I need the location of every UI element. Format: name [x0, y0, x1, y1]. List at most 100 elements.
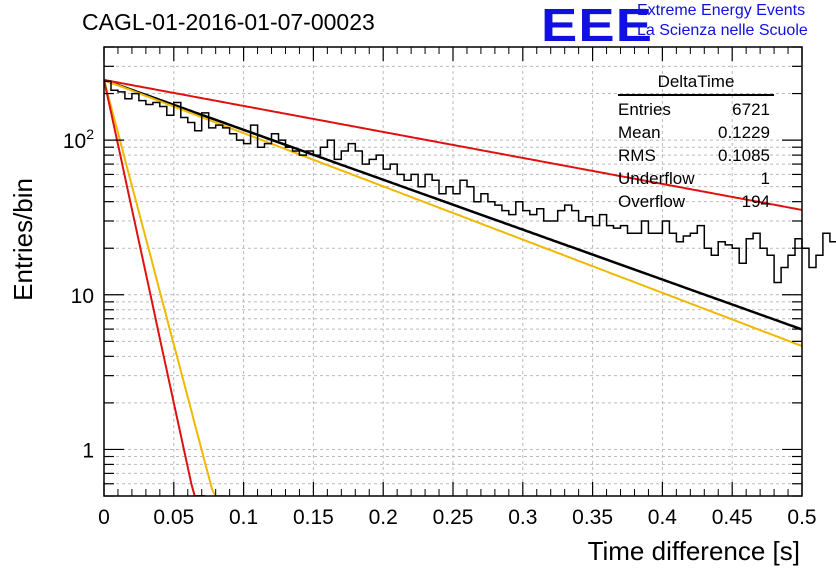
histogram-bin	[690, 233, 697, 496]
histogram-bin	[655, 233, 662, 496]
fit-curve	[104, 78, 802, 211]
eee-logo: EEE	[541, 0, 654, 51]
histogram-bin	[341, 151, 348, 496]
histogram-bin	[662, 221, 669, 496]
histogram-bin	[285, 147, 292, 496]
histogram-bin	[697, 226, 704, 496]
histogram-bin	[669, 233, 676, 496]
y-tick-label: 102	[63, 126, 94, 153]
histogram-bin	[586, 217, 593, 496]
stats-row: Underflow 1	[612, 167, 780, 190]
histogram-bin	[753, 233, 760, 496]
histogram-bin	[558, 211, 565, 496]
histogram-bin	[830, 242, 836, 496]
stats-value: 6721	[732, 100, 770, 119]
x-tick-label: 0.4	[648, 506, 678, 529]
histogram-bin	[767, 255, 774, 496]
histogram-bin	[634, 233, 641, 496]
histogram-bin	[132, 94, 139, 496]
histogram-bin	[481, 194, 488, 496]
x-tick-label: 0	[98, 506, 110, 529]
histogram-bin	[369, 159, 376, 496]
histogram-series	[104, 80, 836, 496]
histogram-bin	[565, 205, 572, 496]
histogram-bin	[509, 215, 516, 496]
histogram-bin	[572, 211, 579, 496]
histogram-bin	[167, 115, 174, 496]
histogram-bin	[746, 239, 753, 496]
histogram-bin	[523, 211, 530, 496]
histogram-bin	[725, 245, 732, 496]
histogram-bin	[125, 99, 132, 496]
histogram-bin	[600, 215, 607, 496]
histogram-bin	[265, 144, 272, 496]
stats-row: Entries 6721	[612, 98, 780, 121]
histogram-bin	[795, 239, 802, 496]
histogram-bin	[111, 90, 118, 496]
histogram-bin	[230, 134, 237, 496]
histogram-bin	[174, 103, 181, 496]
histogram-bin	[153, 103, 160, 496]
x-tick-label: 0.45	[712, 506, 753, 529]
stats-label: Mean	[618, 123, 661, 142]
histogram-bin	[104, 81, 111, 496]
histogram-bin	[732, 248, 739, 496]
chart-title: CAGL-01-2016-01-07-00023	[82, 9, 375, 35]
histogram-bin	[272, 134, 279, 496]
fit-curve	[104, 79, 206, 496]
histogram-bin	[495, 205, 502, 496]
histogram-bin	[641, 221, 648, 496]
histogram-bin	[376, 155, 383, 496]
histogram-bin	[809, 268, 816, 496]
x-tick-label: 0.3	[508, 506, 537, 529]
histogram-bin	[614, 228, 621, 496]
histogram-bin	[760, 248, 767, 496]
histogram-bin	[551, 221, 558, 496]
histogram-bin	[251, 125, 258, 496]
x-tick-label: 0.15	[293, 506, 334, 529]
histogram-bin	[711, 255, 718, 496]
histogram-bin	[453, 194, 460, 496]
x-tick-label: 0.1	[229, 506, 258, 529]
histogram-bin	[348, 144, 355, 496]
histogram-bin	[362, 164, 369, 496]
stats-value: 0.1229	[718, 123, 770, 142]
histogram-bin	[439, 194, 446, 496]
histogram-bin	[397, 174, 404, 496]
histogram-bin	[648, 233, 655, 496]
histogram-bin	[460, 180, 467, 496]
histogram-bin	[383, 169, 390, 496]
histogram-bin	[279, 140, 286, 496]
stats-row: Mean 0.1229	[612, 121, 780, 144]
y-axis-label: Entries/bin	[8, 178, 38, 301]
histogram-bin	[146, 104, 153, 496]
histogram-bin	[816, 255, 823, 496]
histogram-bin	[530, 215, 537, 496]
histogram-bin	[446, 187, 453, 496]
histogram-bin	[704, 248, 711, 496]
x-tick-label: 0.05	[153, 506, 194, 529]
x-tick-label: 0.2	[369, 506, 398, 529]
stats-label: RMS	[618, 146, 656, 165]
histogram-bin	[258, 147, 265, 496]
stats-value: 1	[760, 169, 770, 188]
histogram-bin	[411, 174, 418, 496]
histogram-bin	[516, 202, 523, 496]
stats-title: DeltaTime	[618, 72, 774, 96]
histogram-outline	[104, 80, 836, 284]
histogram-bin	[823, 233, 830, 496]
histogram-bin	[195, 131, 202, 496]
logo-line-1: Extreme Energy Events	[637, 2, 806, 19]
histogram-bin	[683, 236, 690, 496]
histogram-bin	[537, 209, 544, 496]
histogram-bin	[404, 180, 411, 496]
histogram-bin	[774, 283, 781, 496]
histogram-bin	[237, 140, 244, 496]
fit-curve	[104, 78, 802, 331]
histogram-bin	[390, 164, 397, 496]
stats-label: Entries	[618, 100, 671, 119]
x-tick-label: 0.35	[572, 506, 613, 529]
histogram-bin	[334, 159, 341, 496]
histogram-bin	[739, 263, 746, 496]
